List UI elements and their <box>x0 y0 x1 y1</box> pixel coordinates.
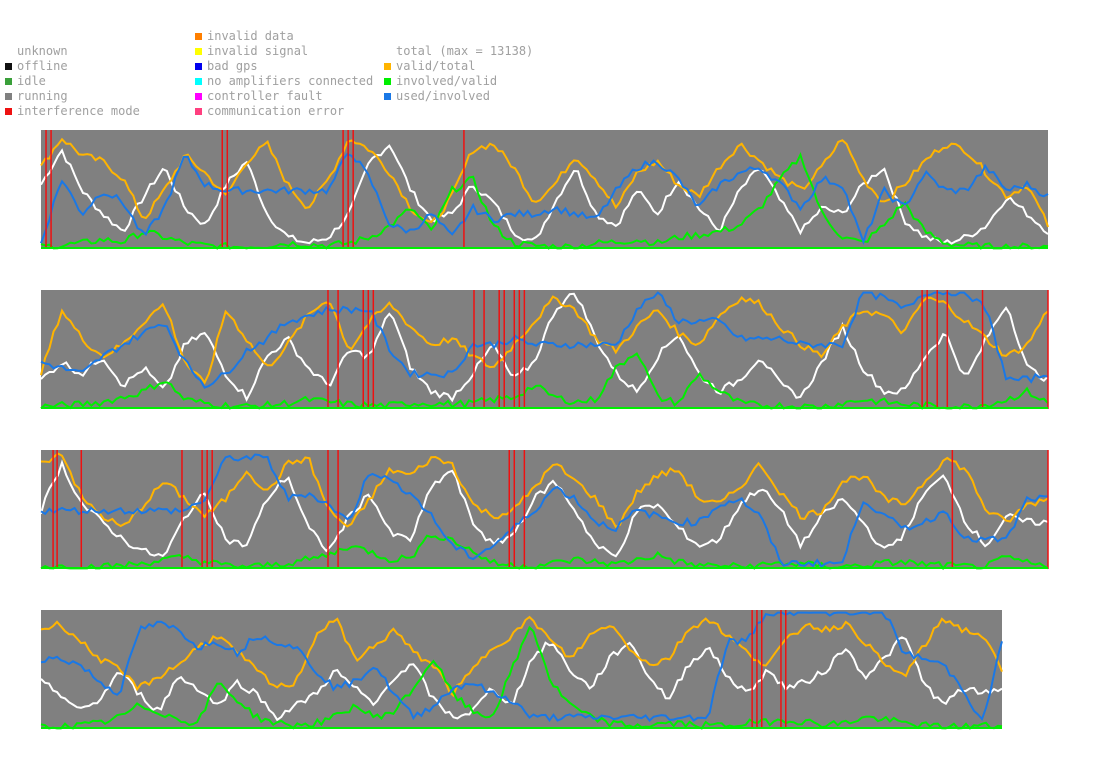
legend-series-swatch <box>384 78 391 85</box>
series-line <box>40 452 1049 529</box>
legend-status-label: running <box>17 89 68 103</box>
chart-panel <box>40 450 1049 571</box>
legend-error-label: no amplifiers connected <box>207 74 374 88</box>
series-line <box>40 151 1049 250</box>
legend-error-label: bad gps <box>207 59 258 73</box>
series-line <box>40 611 1003 722</box>
legend-error-label: controller fault <box>207 89 323 103</box>
panel-background <box>41 130 1048 249</box>
series-line <box>40 137 1049 228</box>
series-line <box>40 453 1049 568</box>
legend-series: total (max = 13138) valid/total involved/v… <box>384 44 584 109</box>
series-line <box>40 352 1049 410</box>
chart-panel <box>40 290 1049 410</box>
legend-series-label: total (max = 13138) <box>396 44 534 58</box>
legend-status-swatch <box>5 63 12 70</box>
legend-error-label: invalid data <box>207 29 294 43</box>
legend-series-label: used/involved <box>396 89 490 103</box>
legend-status-swatch <box>5 108 12 115</box>
legend-status-label: offline <box>17 59 68 73</box>
legend-status-label: idle <box>17 74 46 88</box>
legend-status-label: interference mode <box>17 104 140 118</box>
legend-error-swatch <box>195 33 202 40</box>
series-line <box>40 636 1003 722</box>
legend-status-swatch <box>5 93 12 100</box>
legend-status-label: unknown <box>17 44 68 58</box>
legend-series-label: involved/valid <box>396 74 498 88</box>
chart-panel <box>40 610 1003 730</box>
legend-error-swatch <box>195 63 202 70</box>
legend-error-swatch <box>195 93 202 100</box>
series-line <box>40 291 1049 389</box>
series-line <box>40 292 1049 403</box>
series-line <box>40 295 1049 385</box>
panel-background <box>41 610 1002 729</box>
series-line <box>40 625 1003 730</box>
legend-error-swatch <box>195 48 202 55</box>
chart-panel <box>40 130 1049 250</box>
series-line <box>40 534 1049 571</box>
legend-error-label: invalid signal <box>207 44 309 58</box>
legend-status: unknown offline idle running interference mo… <box>5 44 185 124</box>
legend-series-swatch <box>384 93 391 100</box>
series-line <box>40 615 1003 698</box>
legend-error: invalid data invalid signal bad gps no ampl… <box>195 29 385 124</box>
legend-status-swatch <box>5 78 12 85</box>
series-line <box>40 144 1049 245</box>
legend-series-label: valid/total <box>396 59 476 73</box>
legend-series-swatch <box>384 63 391 70</box>
series-line <box>40 152 1049 245</box>
legend-error-swatch <box>195 78 202 85</box>
legend-error-label: communication error <box>207 104 345 118</box>
legend-error-swatch <box>195 108 202 115</box>
panel-background <box>41 450 1048 569</box>
series-line <box>40 459 1049 558</box>
